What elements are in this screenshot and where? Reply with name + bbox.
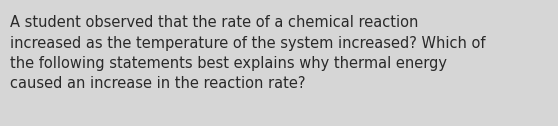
Text: A student observed that the rate of a chemical reaction
increased as the tempera: A student observed that the rate of a ch…	[10, 15, 485, 91]
